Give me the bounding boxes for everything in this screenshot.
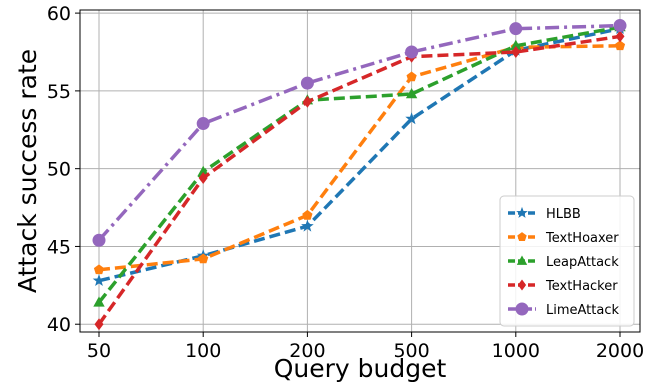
series-line-leapattack bbox=[97, 25, 621, 304]
legend-item-texthoaxer: TextHoaxer bbox=[508, 231, 619, 246]
data-point-texthacker bbox=[94, 318, 104, 331]
legend-box bbox=[499, 195, 635, 327]
data-point-limeattack bbox=[92, 233, 106, 247]
legend-marker-leapattack bbox=[516, 255, 528, 265]
legend-marker-limeattack bbox=[515, 302, 529, 316]
grid-lines bbox=[80, 10, 640, 332]
legend-label: HLBB bbox=[546, 207, 581, 222]
data-point-texthoaxer bbox=[198, 253, 209, 264]
legend-marker-hlbb bbox=[516, 206, 528, 218]
x-tick-label: 100 bbox=[185, 340, 221, 362]
data-point-texthoaxer bbox=[302, 209, 313, 220]
data-point-texthacker bbox=[198, 172, 208, 184]
data-point-hlbb bbox=[405, 112, 418, 125]
legend-item-limeattack: LimeAttack bbox=[508, 302, 619, 318]
plot-frame bbox=[79, 9, 641, 333]
data-point-limeattack bbox=[509, 22, 523, 36]
y-tick-label: 60 bbox=[47, 3, 71, 25]
x-axis-ticks: 50 100 200 500 1000 2000 bbox=[87, 332, 644, 362]
series-line-texthacker bbox=[97, 34, 621, 326]
data-point-limeattack bbox=[405, 45, 419, 59]
data-point-texthacker bbox=[511, 46, 521, 58]
data-point-limeattack bbox=[613, 19, 627, 33]
x-tick-label: 50 bbox=[87, 340, 111, 362]
data-point-limeattack bbox=[196, 117, 210, 131]
data-point-leapattack bbox=[405, 88, 418, 99]
legend-item-texthacker: TextHacker bbox=[508, 279, 618, 294]
y-axis-label: Attack success rate bbox=[13, 49, 42, 293]
data-point-leapattack bbox=[197, 165, 209, 176]
x-tick-label: 500 bbox=[393, 340, 429, 362]
data-point-texthoaxer bbox=[93, 264, 105, 275]
y-tick-label: 55 bbox=[47, 81, 71, 103]
data-point-texthoaxer bbox=[406, 71, 417, 82]
legend-item-hlbb: HLBB bbox=[508, 206, 581, 222]
y-tick-label: 45 bbox=[47, 236, 71, 258]
series-layer bbox=[92, 19, 627, 331]
data-point-texthoaxer bbox=[614, 40, 626, 51]
series-limeattack bbox=[92, 19, 627, 247]
data-point-limeattack bbox=[300, 76, 314, 90]
legend-marker-texthacker bbox=[517, 279, 527, 291]
data-point-hlbb bbox=[301, 219, 314, 232]
legend-label: LeapAttack bbox=[546, 255, 619, 270]
x-tick-label: 200 bbox=[289, 340, 325, 362]
y-tick-label: 40 bbox=[47, 314, 71, 336]
data-point-texthacker bbox=[615, 30, 625, 43]
x-tick-label: 1000 bbox=[492, 340, 540, 362]
y-tick-label: 50 bbox=[47, 159, 71, 181]
data-point-texthacker bbox=[302, 95, 312, 108]
legend-label: TextHoaxer bbox=[545, 231, 619, 246]
legend: HLBB TextHoaxer LeapAttack TextHacker LimeAt… bbox=[499, 195, 635, 327]
data-point-hlbb bbox=[92, 274, 106, 286]
x-axis-label: Query budget bbox=[274, 354, 447, 383]
data-point-leapattack bbox=[93, 296, 105, 307]
legend-item-leapattack: LeapAttack bbox=[508, 255, 619, 270]
y-axis-ticks: 40 45 50 55 60 bbox=[47, 3, 80, 336]
legend-label: TextHacker bbox=[545, 279, 618, 294]
legend-marker-texthoaxer bbox=[517, 232, 527, 241]
x-tick-label: 2000 bbox=[596, 340, 644, 362]
series-line-texthoaxer bbox=[98, 44, 621, 272]
data-point-leapattack bbox=[510, 39, 522, 50]
legend-label: LimeAttack bbox=[546, 303, 619, 318]
